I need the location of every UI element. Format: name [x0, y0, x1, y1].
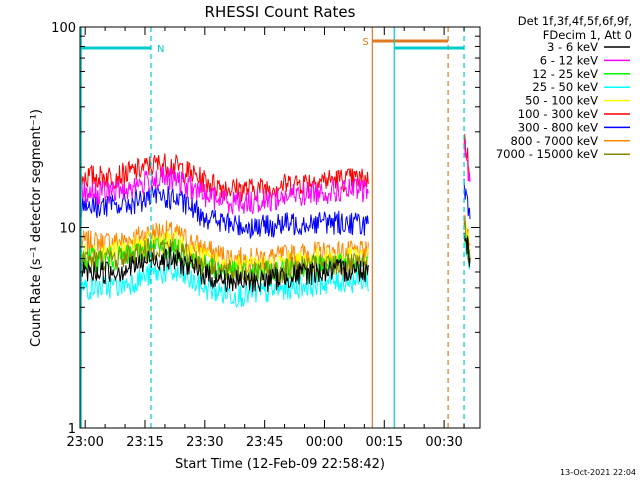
- chart-title: RHESSI Count Rates: [205, 3, 356, 21]
- y-axis-label: Count Rate (s⁻¹ detector segment⁻¹): [29, 109, 44, 347]
- y-tick-label: 10: [59, 222, 76, 237]
- legend-header-line-2: FDecim 1, Att 0: [543, 28, 632, 42]
- y-tick-label: 1: [68, 422, 76, 437]
- legend-label: 50 - 100 keV: [525, 94, 598, 108]
- series-line: [80, 246, 369, 293]
- series-line: [463, 232, 471, 267]
- y-tick-label: 100: [51, 21, 76, 36]
- x-tick-label: 23:30: [186, 435, 223, 450]
- series-line: [80, 153, 369, 202]
- legend-label: 800 - 7000 keV: [510, 134, 598, 148]
- series-line: [80, 166, 369, 215]
- legend-label: 25 - 50 keV: [532, 80, 598, 94]
- x-tick-label: 23:15: [126, 435, 163, 450]
- axis-layer: 23:00 23:15 23:30 23:45 00:00 00:15 00:30 1 10 10…: [51, 21, 480, 450]
- legend-label: 6 - 12 keV: [540, 53, 598, 67]
- x-tick-label: 00:30: [425, 435, 462, 450]
- series-line: [80, 184, 369, 240]
- x-tick-label: 23:45: [246, 435, 283, 450]
- x-tick-label: 23:00: [66, 435, 103, 450]
- legend-label: 7000 - 15000 keV: [496, 147, 598, 161]
- legend-label: 300 - 800 keV: [518, 120, 598, 134]
- legend: Det 1f,3f,4f,5f,6f,9f, FDecim 1, Att 0 3…: [496, 14, 632, 161]
- legend-header-line-1: Det 1f,3f,4f,5f,6f,9f,: [518, 14, 632, 28]
- x-tick-label: 00:00: [306, 435, 343, 450]
- date-stamp: 13-Oct-2021 22:04: [560, 468, 636, 477]
- series-line: [80, 261, 369, 309]
- x-axis-label: Start Time (12-Feb-09 22:58:42): [175, 457, 385, 472]
- series-line: [463, 178, 471, 220]
- legend-label: 12 - 25 keV: [532, 67, 598, 81]
- legend-label: 100 - 300 keV: [518, 107, 598, 121]
- series-layer: [80, 134, 471, 309]
- flag-label: N: [157, 44, 164, 55]
- x-tick-label: 00:15: [366, 435, 403, 450]
- legend-label: 3 - 6 keV: [547, 40, 598, 54]
- series-line: [80, 237, 369, 286]
- series-line: [463, 140, 471, 182]
- series-line: [463, 134, 471, 182]
- flag-label: S: [362, 37, 368, 48]
